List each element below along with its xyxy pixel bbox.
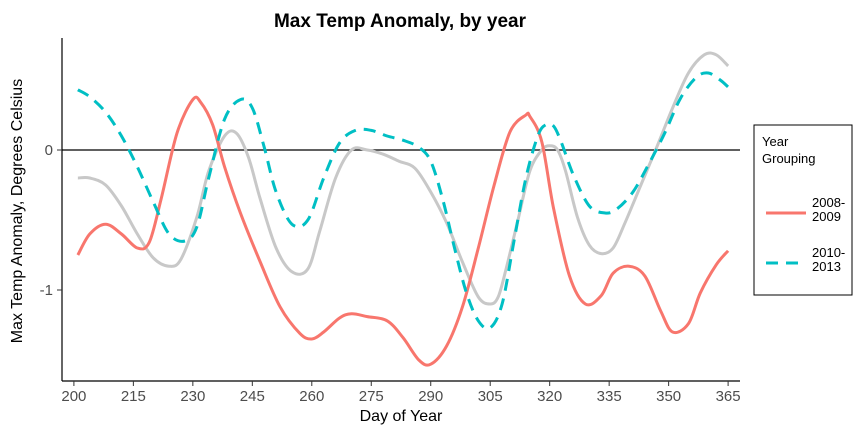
x-tick-label: 305: [478, 388, 503, 405]
legend-label-2008-2009-line-1: 2008-: [812, 195, 845, 210]
x-tick-label: 215: [121, 388, 146, 405]
y-axis-title: Max Temp Anomaly, Degrees Celsius: [9, 79, 26, 343]
legend-label-2010-2013-line-1: 2010-: [812, 245, 845, 260]
x-axis-title: Day of Year: [360, 408, 443, 425]
x-tick-label: 200: [61, 388, 86, 405]
series-line-gray: [77, 51, 730, 306]
x-tick-label: 320: [537, 388, 562, 405]
x-tick-label: 290: [418, 388, 443, 405]
y-tick-label: 0: [45, 142, 53, 159]
legend-title-line-2: Grouping: [762, 151, 815, 166]
legend-label-2010-2013-line-2: 2013: [812, 259, 841, 274]
series-line-2010-2013: [77, 71, 730, 331]
x-tick-label: 335: [597, 388, 622, 405]
legend-title-line-1: Year: [762, 134, 789, 149]
y-tick-label: -1: [40, 282, 53, 299]
x-tick-label: 245: [240, 388, 265, 405]
legend-label-2008-2009-line-2: 2009: [812, 209, 841, 224]
x-tick-label: 350: [656, 388, 681, 405]
y-axis-ticks: 0 -1: [40, 142, 62, 299]
x-tick-label: 365: [716, 388, 741, 405]
legend-box: [753, 124, 853, 296]
x-tick-label: 275: [359, 388, 384, 405]
x-tick-label: 230: [180, 388, 205, 405]
legend: Year Grouping 2008- 2009 2010- 2013: [753, 124, 853, 296]
x-axis-ticks: 200 215 230 245 260 275 290 305 320 335 350 365: [61, 381, 741, 405]
series-line-2008-2009: [76, 95, 730, 367]
x-tick-label: 260: [299, 388, 324, 405]
chart-title: Max Temp Anomaly, by year: [274, 11, 527, 32]
series-layer: [76, 51, 730, 367]
